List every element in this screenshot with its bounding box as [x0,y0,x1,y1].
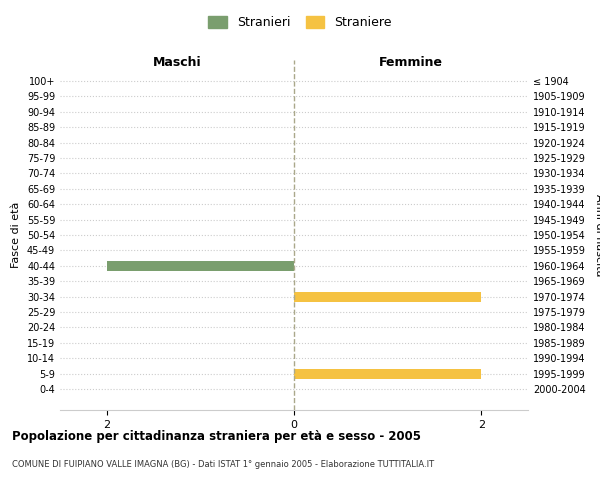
Bar [107,261,294,271]
Text: COMUNE DI FUIPIANO VALLE IMAGNA (BG) - Dati ISTAT 1° gennaio 2005 - Elaborazione: COMUNE DI FUIPIANO VALLE IMAGNA (BG) - D… [12,460,434,469]
Text: Maschi: Maschi [152,56,202,68]
Legend: Stranieri, Straniere: Stranieri, Straniere [203,11,397,34]
Y-axis label: Anni di nascita: Anni di nascita [594,194,600,276]
Text: Popolazione per cittadinanza straniera per età e sesso - 2005: Popolazione per cittadinanza straniera p… [12,430,421,443]
Bar [294,292,481,302]
Text: Femmine: Femmine [379,56,443,68]
Bar [294,368,481,378]
Y-axis label: Fasce di età: Fasce di età [11,202,21,268]
